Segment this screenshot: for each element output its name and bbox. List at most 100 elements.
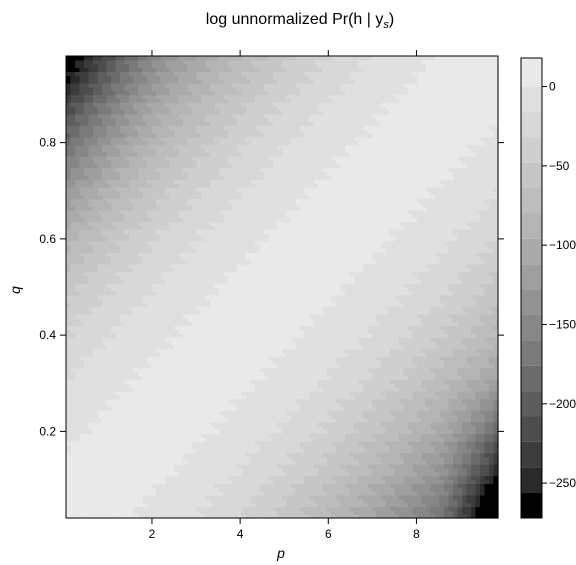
heatmap-cell [165,417,171,423]
heatmap-cell [219,379,225,384]
heatmap-cell [313,371,319,377]
heatmap-cell [430,333,436,338]
heatmap-cell [372,406,378,411]
heatmap-cell [354,390,360,396]
heatmap-cell [295,360,301,365]
heatmap-cell [183,464,189,469]
heatmap-cell [417,367,423,373]
heatmap-cell [178,514,184,519]
heatmap-cell [372,475,378,481]
heatmap-cell [88,460,94,465]
heatmap-cell [340,498,346,504]
heatmap-cell [462,371,468,377]
heatmap-cell [363,402,369,407]
heatmap-cell [417,498,423,504]
heatmap-cell [403,394,409,400]
heatmap-cell [439,321,445,327]
heatmap-cell [70,371,76,377]
heatmap-cell [232,460,238,465]
heatmap-cell [408,402,414,407]
heatmap-cell [304,498,310,504]
heatmap-cell [250,367,256,373]
heatmap-cell [174,352,180,357]
heatmap-cell [403,421,409,427]
heatmap-cell [336,452,342,457]
heatmap-cell [417,437,423,442]
heatmap-cell [282,329,288,334]
heatmap-cell [178,494,184,500]
heatmap-cell [286,364,292,369]
heatmap-cell [381,375,387,380]
heatmap-cell [354,437,360,442]
heatmap-cell [277,410,283,415]
heatmap-cell [439,390,445,396]
heatmap-cell [268,483,274,488]
heatmap-cell [187,491,193,496]
heatmap-cell [385,498,391,504]
heatmap-cell [435,379,441,384]
heatmap-cell [403,390,409,396]
heatmap-cell [241,406,247,411]
heatmap-cell [246,510,252,515]
heatmap-cell [138,471,144,477]
heatmap-cell [223,433,229,438]
heatmap-cell [385,406,391,411]
heatmap-cell [268,429,274,434]
heatmap-cell [417,325,423,330]
heatmap-cell [277,494,283,500]
heatmap-cell [183,329,189,334]
heatmap-cell [97,429,103,434]
heatmap-cell [349,510,355,515]
heatmap-cell [448,471,454,477]
heatmap-cell [457,456,463,461]
heatmap-cell [196,456,202,461]
heatmap-cell [480,410,486,415]
heatmap-cell [111,333,117,338]
heatmap-cell [300,491,306,496]
heatmap-cell [210,398,216,404]
heatmap-cell [187,514,193,519]
heatmap-cell [187,456,193,461]
heatmap-cell [466,329,472,334]
heatmap-cell [282,498,288,504]
heatmap-cell [255,410,261,415]
heatmap-cell [120,329,126,334]
heatmap-cell [106,321,112,327]
heatmap-cell [331,433,337,438]
heatmap-cell [219,429,225,434]
heatmap-cell [174,479,180,484]
heatmap-cell [151,444,157,450]
heatmap-cell [331,417,337,423]
heatmap-cell [313,325,319,330]
heatmap-cell [453,491,459,496]
heatmap-cell [201,383,207,388]
heatmap-cell [84,506,90,511]
heatmap-cell [88,329,94,334]
heatmap-cell [363,421,369,427]
heatmap-cell [264,494,270,500]
heatmap-cell [133,414,139,419]
heatmap-cell [385,371,391,377]
heatmap-cell [471,317,477,323]
heatmap-cell [178,325,184,330]
heatmap-cell [228,375,234,380]
heatmap-cell [471,441,477,446]
heatmap-cell [489,448,495,454]
heatmap-cell [336,425,342,431]
heatmap-cell [480,487,486,492]
heatmap-cell [480,383,486,388]
heatmap-cell [313,367,319,373]
heatmap-cell [133,437,139,442]
heatmap-cell [178,375,184,380]
heatmap-cell [102,498,108,504]
heatmap-cell [439,460,445,465]
heatmap-cell [93,498,99,504]
heatmap-cell [250,344,256,350]
heatmap-cell [345,506,351,511]
heatmap-cell [304,479,310,484]
heatmap-cell [295,502,301,508]
heatmap-cell [408,394,414,400]
heatmap-cell [471,375,477,380]
heatmap-cell [214,498,220,504]
heatmap-cell [93,460,99,465]
